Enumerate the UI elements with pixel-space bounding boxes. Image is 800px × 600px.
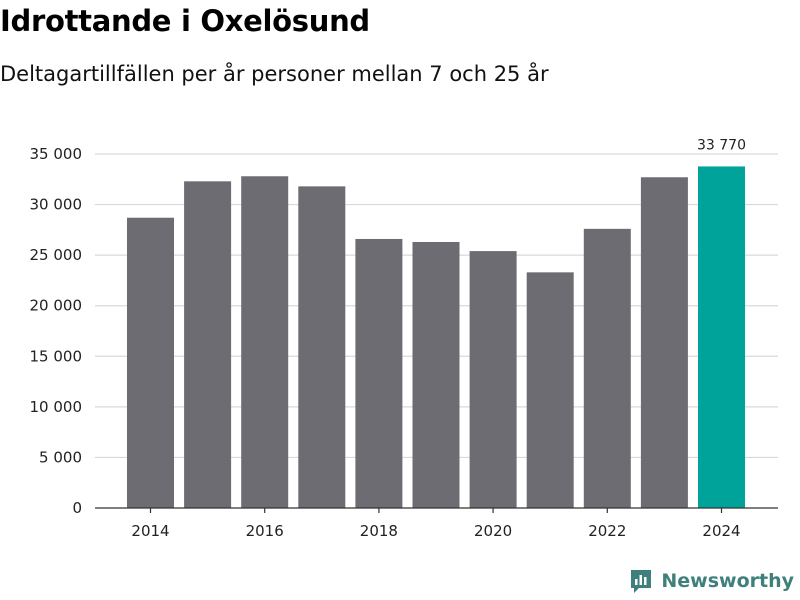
newsworthy-chart-logo-icon — [631, 570, 652, 593]
y-tick-label: 15 000 — [30, 347, 83, 365]
x-tick-label: 2024 — [702, 522, 740, 540]
bar-2015 — [184, 181, 232, 508]
y-tick-label: 25 000 — [30, 246, 83, 264]
y-tick-label: 35 000 — [30, 145, 83, 163]
x-tick-label: 2022 — [588, 522, 626, 540]
bar-2018 — [355, 238, 403, 508]
bar-2024 — [698, 166, 745, 509]
chart-title: Idrottande i Oxelösund — [0, 4, 370, 38]
brand-name: Newsworthy — [661, 570, 794, 592]
bar-2020 — [469, 251, 517, 508]
bar-2023 — [640, 177, 688, 508]
bar-2019 — [412, 241, 460, 508]
bar-2021 — [526, 272, 574, 508]
x-tick-label: 2014 — [131, 522, 169, 540]
y-tick-label: 10 000 — [30, 398, 83, 416]
bar-2014 — [127, 217, 174, 508]
x-tick-label: 2016 — [246, 522, 284, 540]
y-tick-label: 20 000 — [30, 297, 83, 315]
brand-logo: Newsworthy — [629, 568, 794, 594]
y-tick-label: 0 — [72, 499, 82, 517]
bar-2022 — [583, 228, 631, 509]
y-tick-label: 5 000 — [39, 448, 82, 466]
x-tick-label: 2018 — [360, 522, 398, 540]
chart-subtitle: Deltagartillfällen per år personer mella… — [0, 62, 549, 86]
x-tick-label: 2020 — [474, 522, 512, 540]
bar-2016 — [241, 176, 289, 508]
bar-2017 — [298, 186, 346, 508]
data-label: 33 770 — [697, 137, 746, 153]
y-tick-label: 30 000 — [30, 196, 83, 214]
